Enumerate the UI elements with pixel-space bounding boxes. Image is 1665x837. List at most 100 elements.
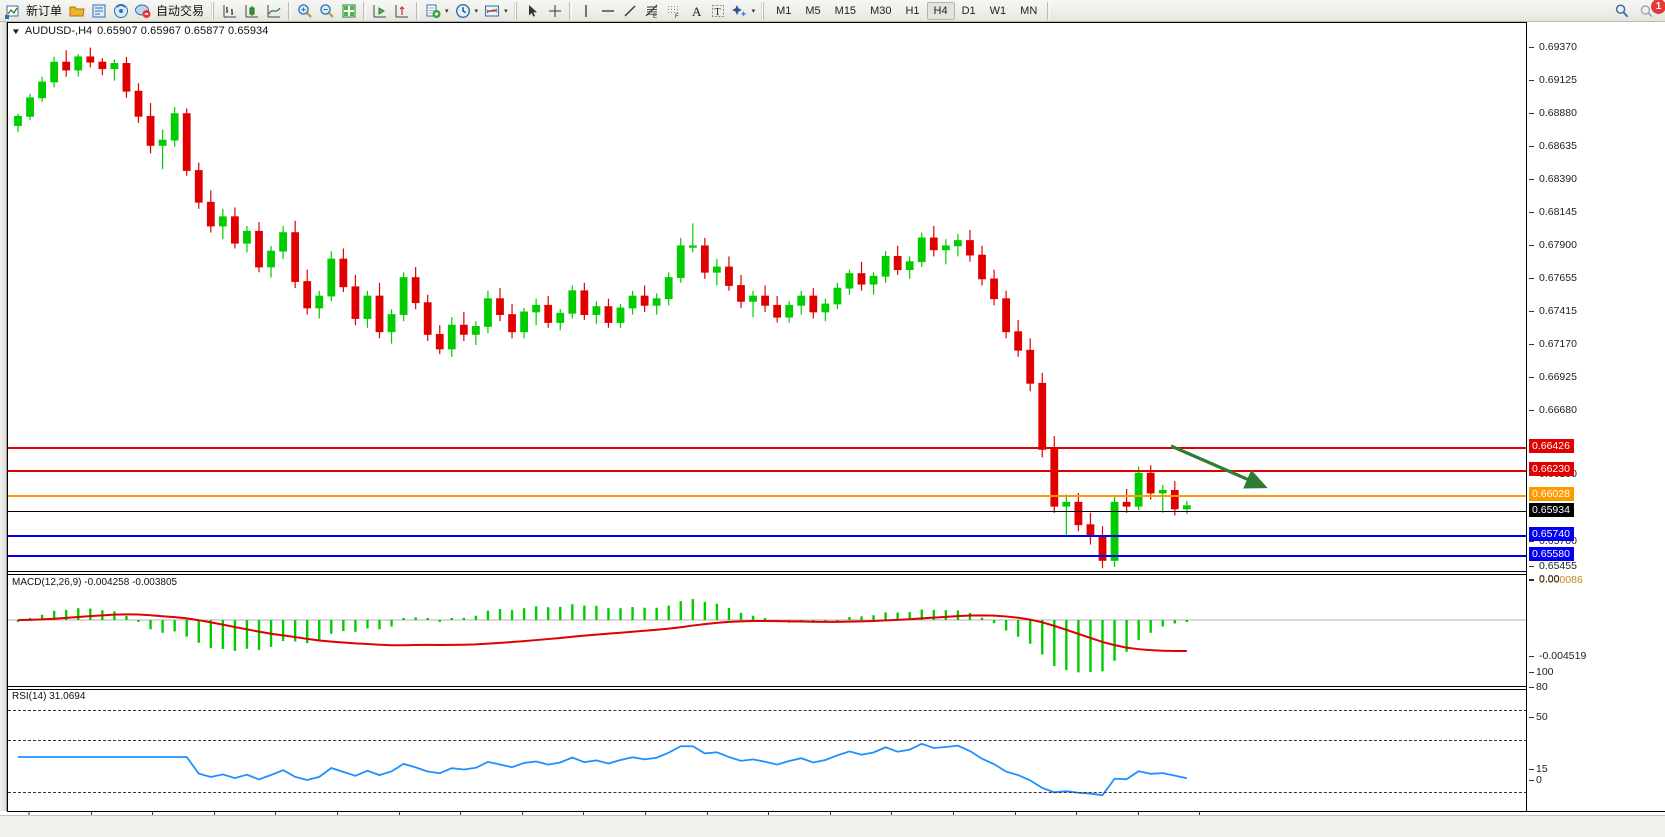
price-line-0.66028[interactable] <box>8 495 1526 497</box>
price-tick-3: 0.68635 <box>1527 140 1577 152</box>
rsi-guide-50 <box>8 740 1526 741</box>
timeframe-m5[interactable]: M5 <box>805 4 821 17</box>
new-order-icon[interactable] <box>2 1 24 21</box>
rsi-guide-80 <box>8 710 1526 711</box>
status-bar <box>0 815 1665 837</box>
timeframe-d1[interactable]: D1 <box>961 4 976 17</box>
price-tick-9: 0.67170 <box>1527 338 1577 350</box>
timeframe-m30[interactable]: M30 <box>870 4 892 17</box>
price-tick-8: 0.67415 <box>1527 305 1577 317</box>
price-tick-0: 0.69370 <box>1527 41 1577 53</box>
templates-dropdown-caret[interactable]: ▾ <box>504 7 508 15</box>
market-icon[interactable] <box>132 1 154 21</box>
main-toolbar: 新订单 自动交易 ▾ ▾ <box>0 0 1665 22</box>
chart-plot-area[interactable]: ▼ AUDUSD-,H4 0.65907 0.65967 0.65877 0.6… <box>7 22 1526 811</box>
indicators-dropdown-caret[interactable]: ▾ <box>445 7 449 15</box>
shapes-icon[interactable] <box>729 1 751 21</box>
candlestick-chart-icon[interactable] <box>241 1 263 21</box>
timeframe-h4[interactable]: H4 <box>926 1 955 20</box>
toolbar-separator-3 <box>416 1 420 20</box>
rsi-tick-100: 100 <box>1527 666 1554 678</box>
rsi-tick-15: 15 <box>1527 763 1548 775</box>
equidistant-channel-icon[interactable]: F <box>663 1 685 21</box>
rsi-panel-top-divider <box>8 686 1526 687</box>
price-tick-2: 0.68880 <box>1527 107 1577 119</box>
trendline-icon[interactable] <box>619 1 641 21</box>
chart-shift-icon[interactable] <box>369 1 391 21</box>
timeframe-mn[interactable]: MN <box>1020 4 1038 17</box>
rsi-tick-80: 80 <box>1527 681 1548 693</box>
price-line-0.65580[interactable] <box>8 555 1526 557</box>
price-line-0.66230[interactable] <box>8 470 1526 472</box>
timeframe-h1[interactable]: H1 <box>905 4 920 17</box>
price-badge-0.66230[interactable]: 0.66230 <box>1529 462 1574 476</box>
vertical-scrollbar[interactable] <box>0 22 7 811</box>
chart-ohlc-values: 0.65907 0.65967 0.65877 0.65934 <box>97 25 269 37</box>
cursor-icon[interactable] <box>522 1 544 21</box>
timeframe-w1[interactable]: W1 <box>989 4 1007 17</box>
toolbar-separator-5 <box>1047 1 1051 20</box>
toolbar-separator <box>288 1 292 20</box>
period-dropdown-caret[interactable]: ▾ <box>474 7 479 15</box>
autotrading-button[interactable]: 自动交易 <box>156 4 205 18</box>
line-chart-icon[interactable] <box>263 1 285 21</box>
data-window-icon[interactable] <box>88 1 110 21</box>
signals-icon[interactable] <box>110 1 132 21</box>
vline-icon[interactable] <box>575 1 597 21</box>
new-order-button[interactable]: 新订单 <box>26 4 63 18</box>
price-badge-0.65934[interactable]: 0.65934 <box>1529 503 1574 517</box>
price-tick-5: 0.68145 <box>1527 206 1577 218</box>
downtrend-arrow[interactable] <box>8 23 1526 571</box>
rsi-tick-0: 0 <box>1527 774 1542 786</box>
price-line-0.66426[interactable] <box>8 447 1526 449</box>
macd-tick-bottom: -0.004519 <box>1527 650 1586 662</box>
timeframe-m1[interactable]: M1 <box>776 4 792 17</box>
hline-icon[interactable] <box>597 1 619 21</box>
rsi-tick-50: 50 <box>1527 711 1548 723</box>
toolbar-separator-2 <box>363 1 367 20</box>
toolbar-separator-4 <box>568 1 572 20</box>
macd-series <box>8 599 1526 673</box>
auto-scroll-icon[interactable] <box>391 1 413 21</box>
chart-window: ▼ AUDUSD-,H4 0.65907 0.65967 0.65877 0.6… <box>0 22 1665 837</box>
folder-icon[interactable] <box>66 1 88 21</box>
price-line-0.65740[interactable] <box>8 535 1526 537</box>
price-badge-0.66426[interactable]: 0.66426 <box>1529 439 1574 453</box>
chart-symbol-label: AUDUSD-,H4 <box>24 25 93 37</box>
shapes-dropdown-caret[interactable]: ▾ <box>751 7 756 15</box>
macd-panel-top-divider-2 <box>8 574 1526 575</box>
price-tick-11: 0.66680 <box>1527 404 1577 416</box>
price-tick-4: 0.68390 <box>1527 173 1577 185</box>
search-icon[interactable] <box>1611 1 1636 21</box>
toolbar-grip-2 <box>513 1 519 20</box>
templates-icon[interactable] <box>481 1 503 21</box>
svg-text:T: T <box>714 7 720 18</box>
price-badge-0.65580[interactable]: 0.65580 <box>1529 547 1574 561</box>
macd-panel-top-divider <box>8 571 1526 572</box>
macd-indicator-label: MACD(12,26,9) -0.004258 -0.003805 <box>12 577 178 588</box>
price-badge-0.65740[interactable]: 0.65740 <box>1529 527 1574 541</box>
zoom-out-icon[interactable] <box>316 1 338 21</box>
indicators-icon[interactable] <box>422 1 444 21</box>
tile-windows-icon[interactable] <box>338 1 360 21</box>
price-axis[interactable]: 0.69370 0.69125 0.68880 0.68635 0.68390 … <box>1526 22 1665 811</box>
rsi-guide-15 <box>8 792 1526 793</box>
bar-chart-icon[interactable] <box>219 1 241 21</box>
text-label-icon[interactable]: T <box>707 1 729 21</box>
chevron-down-icon[interactable]: ▼ <box>10 26 22 36</box>
period-icon[interactable] <box>452 1 474 21</box>
toolbar-grip <box>211 1 217 20</box>
alert-count-badge: 1 <box>1651 0 1665 14</box>
crosshair-icon[interactable] <box>544 1 566 21</box>
price-line-0.65934[interactable] <box>8 511 1526 512</box>
rsi-panel-top-divider-2 <box>8 689 1526 690</box>
chart-header: ▼ AUDUSD-,H4 0.65907 0.65967 0.65877 0.6… <box>10 25 269 37</box>
price-badge-0.66028[interactable]: 0.66028 <box>1529 487 1574 501</box>
text-icon[interactable]: A <box>685 1 707 21</box>
alerts-icon[interactable]: 1 <box>1636 0 1665 21</box>
price-tick-7: 0.67655 <box>1527 272 1577 284</box>
zoom-in-icon[interactable] <box>294 1 316 21</box>
fibonacci-icon[interactable]: E <box>641 1 663 21</box>
timeframe-m15[interactable]: M15 <box>834 4 857 17</box>
price-tick-1: 0.69125 <box>1527 74 1577 86</box>
